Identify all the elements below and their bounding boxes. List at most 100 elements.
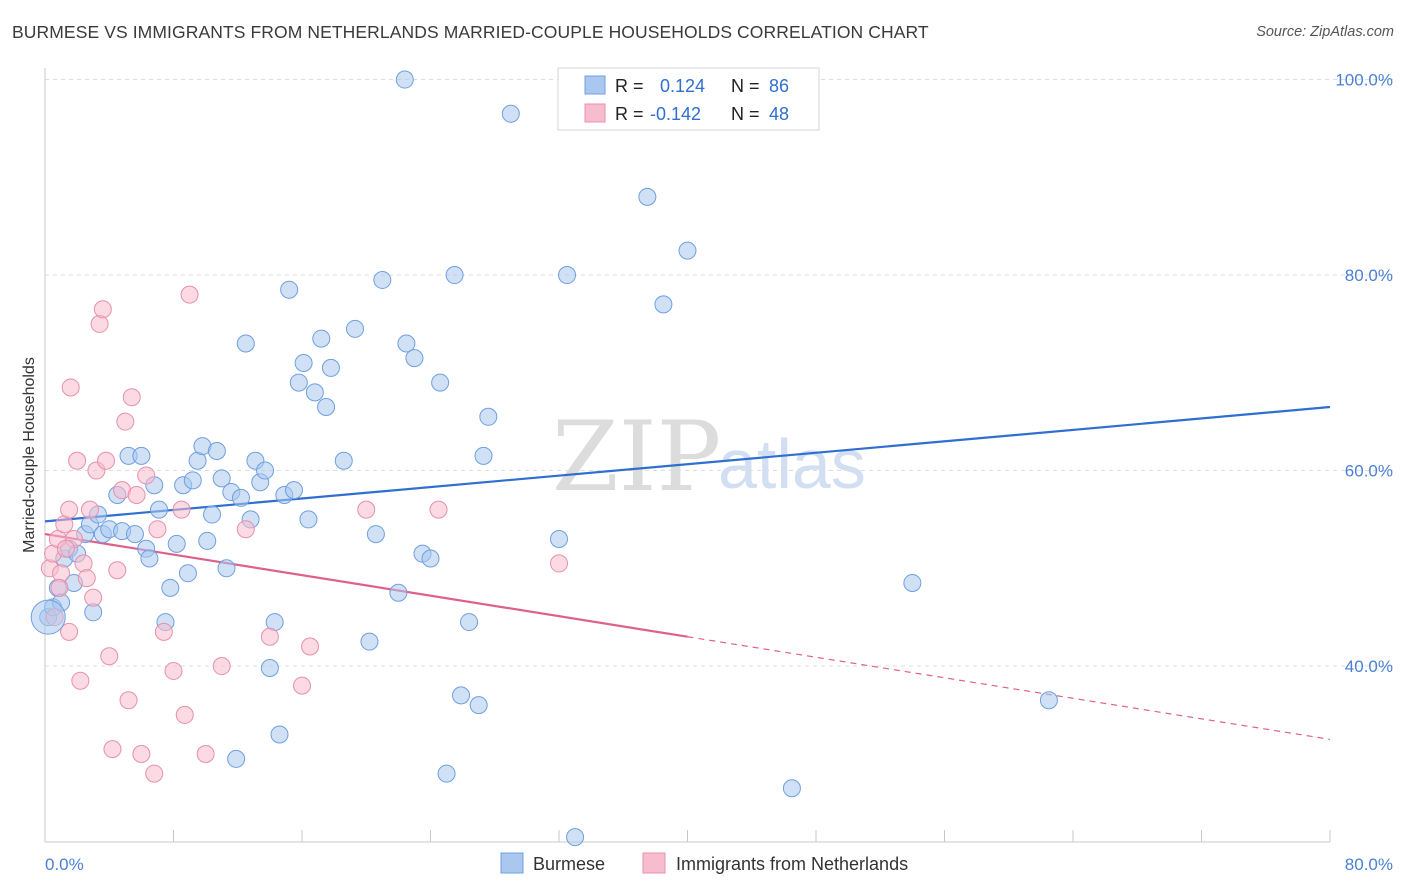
point-pink-34: [175, 705, 194, 724]
point-blue-62: [389, 583, 408, 602]
point-blue-59: [360, 632, 379, 651]
point-pink-24: [119, 691, 138, 710]
point-pink-25: [122, 388, 141, 407]
y-tick-label-0: 40.0%: [1345, 657, 1393, 676]
point-pink-11: [74, 554, 93, 573]
trend-line-pink-dashed: [687, 636, 1331, 740]
watermark-zip: ZIP: [552, 401, 721, 513]
point-pink-19: [100, 647, 119, 666]
point-blue-72: [469, 696, 488, 715]
netherlands-n-label: N =: [731, 104, 760, 124]
source-label: Source: ZipAtlas.com: [1256, 24, 1394, 40]
point-pink-18: [97, 451, 116, 470]
x-tick-label-0: 0.0%: [45, 855, 84, 874]
point-blue-46: [270, 725, 289, 744]
point-pink-20: [103, 740, 122, 759]
netherlands-n-value: 48: [769, 104, 789, 124]
point-blue-25: [167, 534, 186, 553]
point-pink-36: [196, 745, 215, 764]
point-blue-77: [550, 529, 568, 548]
point-pink-35: [180, 285, 199, 304]
point-blue-38: [231, 488, 250, 507]
point-pink-39: [260, 627, 279, 646]
point-blue-83: [782, 779, 801, 798]
point-blue-31: [198, 531, 217, 550]
point-blue-50: [289, 373, 308, 392]
point-blue-20: [140, 549, 159, 568]
point-pink-17: [93, 300, 112, 319]
point-blue-49: [284, 481, 303, 500]
point-blue-79: [566, 828, 585, 847]
legend-item-netherlands[interactable]: Immigrants from Netherlands: [642, 852, 908, 874]
point-pink-10: [71, 671, 90, 690]
point-blue-85: [1039, 691, 1058, 710]
stats-legend-box: R = 0.124 N = 86 R = -0.142 N = 48: [557, 67, 820, 131]
point-pink-43: [429, 500, 448, 519]
point-pink-33: [172, 500, 191, 519]
y-tick-label-2: 80.0%: [1345, 266, 1393, 285]
netherlands-r-value: -0.142: [650, 104, 701, 124]
point-pink-13: [80, 500, 99, 519]
legend-item-burmese[interactable]: Burmese: [500, 852, 605, 874]
point-blue-74: [479, 407, 498, 426]
legend-label-burmese: Burmese: [533, 854, 605, 874]
point-blue-27: [178, 564, 197, 583]
point-pink-12: [77, 569, 96, 588]
point-blue-22: [150, 500, 169, 519]
point-pink-27: [132, 745, 151, 764]
point-blue-34: [212, 469, 231, 488]
point-pink-38: [236, 520, 255, 539]
chart-title: BURMESE VS IMMIGRANTS FROM NETHERLANDS M…: [12, 22, 929, 42]
gridlines: [45, 79, 1393, 667]
point-blue-67: [431, 373, 450, 392]
point-blue-75: [395, 70, 414, 89]
point-blue-78: [558, 266, 577, 285]
point-pink-46: [56, 539, 75, 558]
point-blue-37: [227, 749, 246, 768]
netherlands-swatch: [584, 103, 606, 123]
bottom-legend: Burmese Immigrants from Netherlands: [500, 852, 908, 874]
burmese-n-value: 86: [769, 76, 789, 96]
point-blue-57: [334, 451, 353, 470]
point-blue-39: [236, 334, 255, 353]
stats-row-burmese: R = 0.124 N = 86: [584, 75, 789, 96]
watermark: ZIP atlas: [552, 401, 866, 513]
point-pink-32: [164, 661, 183, 680]
point-pink-37: [212, 657, 231, 676]
point-pink-26: [127, 485, 146, 504]
point-pink-44: [550, 554, 568, 573]
point-blue-81: [654, 295, 673, 314]
point-blue-80: [638, 187, 657, 206]
burmese-r-label: R =: [615, 76, 644, 96]
point-pink-30: [148, 520, 167, 539]
watermark-atlas: atlas: [718, 425, 866, 503]
point-blue-32: [203, 505, 222, 524]
point-pink-7: [61, 378, 80, 397]
point-blue-24: [161, 578, 180, 597]
point-pink-21: [108, 561, 127, 580]
point-blue-51: [294, 354, 313, 373]
point-pink-42: [357, 500, 376, 519]
point-pink-47: [50, 578, 69, 597]
x-tick-label-1: 80.0%: [1345, 855, 1393, 874]
burmese-swatch: [584, 75, 606, 95]
point-blue-33: [207, 442, 226, 460]
point-pink-23: [116, 412, 135, 431]
point-pink-6: [60, 622, 79, 641]
burmese-r-value: 0.124: [660, 76, 705, 96]
point-blue-58: [346, 319, 365, 338]
point-blue-64: [405, 349, 424, 368]
point-blue-68: [437, 764, 456, 783]
stats-row-netherlands: R = -0.142 N = 48: [584, 103, 789, 124]
axes: [44, 68, 1331, 843]
point-blue-82: [678, 241, 697, 260]
legend-swatch-burmese: [500, 852, 524, 874]
point-blue-53: [305, 383, 324, 402]
point-blue-70: [452, 686, 471, 705]
legend-swatch-netherlands: [642, 852, 666, 874]
point-blue-44: [260, 659, 279, 678]
point-pink-29: [145, 764, 164, 783]
trend-line-blue: [44, 405, 1331, 523]
point-blue-28: [183, 471, 202, 490]
